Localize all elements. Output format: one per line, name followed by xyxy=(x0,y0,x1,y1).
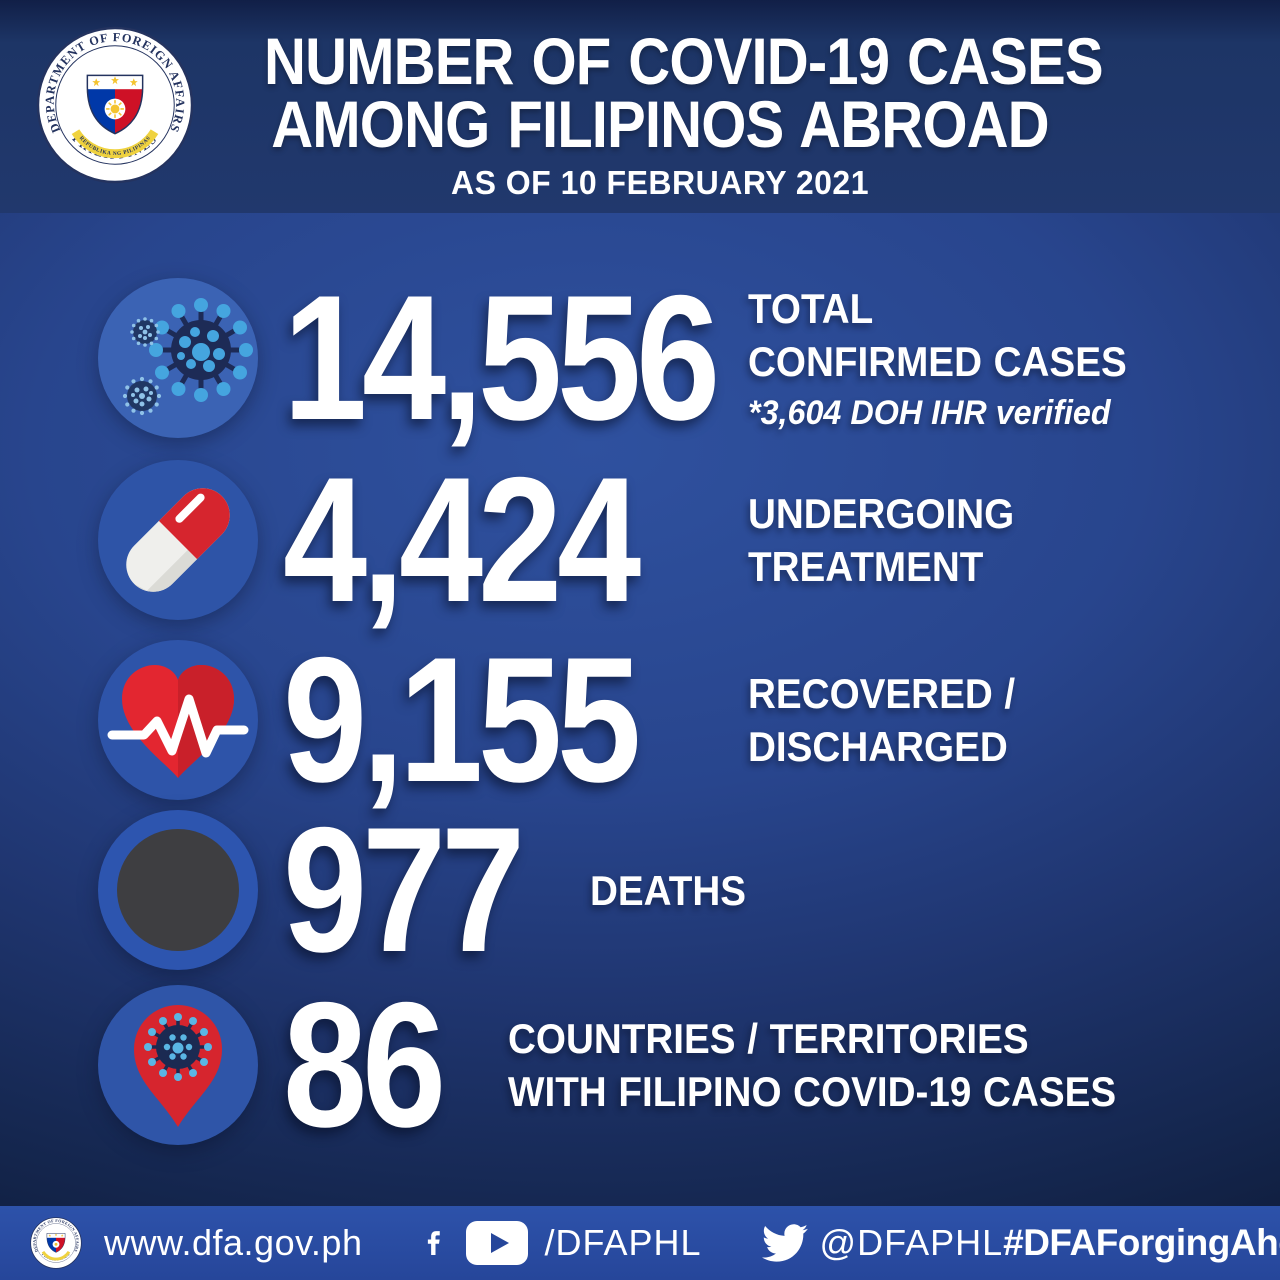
stat-value-treatment: 4,424 xyxy=(283,440,748,639)
stat-label: WITH FILIPINO COVID-19 CASES xyxy=(508,1068,1117,1115)
stat-value-confirmed: 14,556 xyxy=(283,258,748,457)
stat-number: 977 xyxy=(283,790,525,989)
facebook-icon xyxy=(428,1231,441,1255)
page-title-line2: AMONG FILIPINOS ABROAD xyxy=(271,87,1049,161)
website-url: www.dfa.gov.ph xyxy=(104,1222,363,1263)
heart-pulse-icon xyxy=(98,640,258,800)
black-circle-icon xyxy=(98,810,258,970)
stat-note: *3,604 DOH IHR verified xyxy=(748,393,1111,432)
stat-labels-deaths: DEATHS xyxy=(590,864,760,917)
stat-row-countries: 86 COUNTRIES / TERRITORIES WITH FILIPINO… xyxy=(98,965,1169,1164)
stat-row-recovered: 9,155 RECOVERED / DISCHARGED xyxy=(98,620,1038,819)
stat-labels-countries: COUNTRIES / TERRITORIES WITH FILIPINO CO… xyxy=(508,1012,1169,1118)
facebook-youtube-handle: /DFAPHL xyxy=(544,1222,702,1263)
twitter-handle: @DFAPHL xyxy=(819,1222,1004,1263)
campaign-hashtag: #DFAForgingAhead xyxy=(1003,1222,1280,1263)
stat-label: COUNTRIES / TERRITORIES xyxy=(508,1015,1029,1062)
dfa-seal-logo-small: DEPARTMENT OF FOREIGN AFFAIRS PHILIPPINE… xyxy=(30,1217,82,1269)
stat-number: 9,155 xyxy=(283,620,641,819)
stat-labels-recovered: RECOVERED / DISCHARGED xyxy=(748,667,1038,773)
stat-labels-treatment: UNDERGOING TREATMENT xyxy=(748,487,1037,593)
title-block: NUMBER OF COVID-19 CASES AMONG FILIPINOS… xyxy=(210,24,1110,202)
map-pin-virus-icon xyxy=(98,985,258,1145)
stat-number: 86 xyxy=(283,965,446,1164)
stat-label: TREATMENT xyxy=(748,543,984,590)
stat-label: DEATHS xyxy=(590,866,746,914)
stat-labels-confirmed: TOTAL CONFIRMED CASES *3,604 DOH IHR ver… xyxy=(748,282,1160,435)
twitter-icon xyxy=(761,1224,808,1262)
stat-number: 4,424 xyxy=(283,440,641,639)
stat-label: RECOVERED / xyxy=(748,670,1016,717)
stat-label: TOTAL xyxy=(748,284,874,332)
youtube-icon xyxy=(466,1221,529,1265)
stat-row-deaths: 977 DEATHS xyxy=(98,790,760,989)
stat-value-deaths: 977 xyxy=(283,790,590,989)
stat-value-recovered: 9,155 xyxy=(283,620,748,819)
stat-number: 14,556 xyxy=(283,258,720,457)
page-title-line1: NUMBER OF COVID-19 CASES xyxy=(264,24,1104,98)
small-virus-cluster xyxy=(130,317,160,347)
stat-label: UNDERGOING xyxy=(748,490,1015,537)
virus-icon xyxy=(98,278,258,438)
stat-row-treatment: 4,424 UNDERGOING TREATMENT xyxy=(98,440,1037,639)
as-of-date: AS OF 10 FEBRUARY 2021 xyxy=(450,164,870,201)
footer-band: DEPARTMENT OF FOREIGN AFFAIRS PHILIPPINE… xyxy=(0,1206,1280,1280)
pill-icon xyxy=(98,460,258,620)
stat-row-confirmed: 14,556 TOTAL CONFIRMED CASES *3,604 DOH … xyxy=(98,258,1160,457)
dfa-seal-logo: DEPARTMENT OF FOREIGN AFFAIRS PHILIPPINE… xyxy=(36,26,194,184)
header-band: DEPARTMENT OF FOREIGN AFFAIRS PHILIPPINE… xyxy=(0,0,1280,213)
stat-label: DISCHARGED xyxy=(748,723,1008,770)
small-virus-cluster xyxy=(122,376,162,416)
stat-label: CONFIRMED CASES xyxy=(748,337,1127,385)
stat-value-countries: 86 xyxy=(283,965,508,1164)
